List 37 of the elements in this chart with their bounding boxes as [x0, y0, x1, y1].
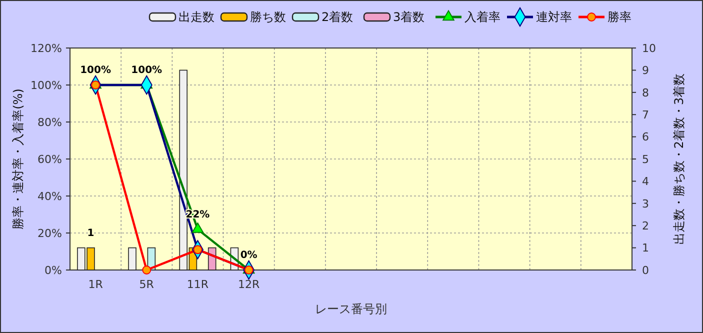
data-label: 100%	[80, 65, 111, 76]
y2-tick-label: 3	[642, 197, 649, 210]
legend-label: 出走数	[178, 10, 214, 24]
x-axis-title: レース番号別	[315, 302, 387, 316]
data-label: 0%	[240, 250, 258, 261]
y-tick-label: 80%	[38, 116, 62, 129]
y2-tick-label: 7	[642, 108, 649, 122]
y-tick-label: 120%	[30, 42, 62, 55]
y-tick-label: 40%	[38, 190, 62, 203]
legend-label: 勝ち数	[250, 10, 286, 24]
y-tick-label: 0%	[44, 264, 62, 277]
data-label: 100%	[131, 65, 162, 76]
data-label: 1	[87, 228, 94, 239]
x-tick-label: 1R	[88, 278, 104, 291]
legend-label: 2着数	[322, 10, 354, 24]
y2-axis-title: 出走数・勝ち数・2着数・3着数	[672, 73, 686, 245]
y2-tick-label: 8	[642, 86, 649, 100]
x-tick-label: 12R	[238, 278, 260, 291]
y2-tick-label: 9	[642, 64, 649, 78]
y-axis-title: 勝率・連対率・入着率(%)	[11, 88, 25, 230]
y2-tick-label: 5	[642, 152, 649, 166]
y2-tick-label: 0	[642, 264, 649, 277]
y2-tick-label: 1	[642, 242, 649, 255]
legend-label: 勝率	[608, 10, 632, 24]
y2-tick-label: 2	[642, 219, 649, 232]
y2-tick-label: 4	[642, 175, 649, 188]
y2-tick-label: 6	[642, 130, 649, 144]
legend-label: 連対率	[536, 10, 572, 24]
legend-label: 入着率	[464, 10, 500, 24]
y-tick-label: 20%	[38, 226, 62, 240]
point	[142, 266, 152, 274]
legend-label: 3着数	[393, 10, 425, 24]
x-tick-label: 5R	[139, 278, 154, 291]
y-tick-label: 60%	[38, 152, 62, 166]
y-tick-label: 100%	[30, 78, 62, 92]
x-tick-label: 11R	[186, 278, 209, 291]
y2-tick-label: 10	[642, 42, 656, 55]
